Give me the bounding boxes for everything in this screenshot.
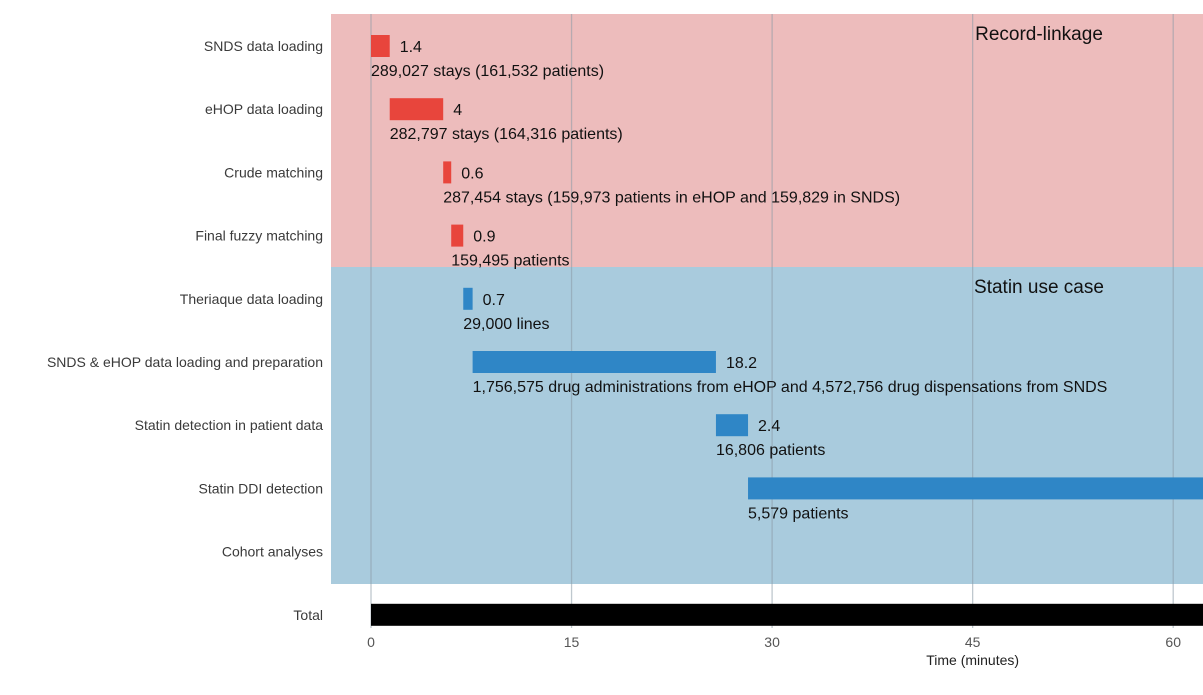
value-label: 0.6 <box>461 165 483 182</box>
annotation-label: 1,756,575 drug administrations from eHOP… <box>473 379 1108 396</box>
category-label: Cohort analyses <box>222 544 323 560</box>
band-label-record-linkage: Record-linkage <box>975 24 1103 45</box>
value-label: 0.9 <box>473 229 495 246</box>
bar <box>443 161 452 184</box>
band-statin-use-case <box>331 267 1203 584</box>
annotation-label: 282,797 stays (164,316 patients) <box>390 126 623 143</box>
x-tick-label: 0 <box>367 634 375 650</box>
annotation-label: 289,027 stays (161,532 patients) <box>371 63 604 80</box>
x-axis-title: Time (minutes) <box>926 652 1019 668</box>
bar <box>451 224 464 247</box>
x-tick-label: 60 <box>1165 634 1181 650</box>
value-label: 0.7 <box>483 292 505 309</box>
band-record-linkage <box>331 14 1203 267</box>
annotation-label: 5,579 patients <box>748 505 849 522</box>
category-label: SNDS & eHOP data loading and preparation <box>47 354 323 370</box>
x-tick-label: 30 <box>764 634 780 650</box>
value-label: 2.4 <box>758 418 780 435</box>
category-label: Statin detection in patient data <box>135 417 324 433</box>
value-label: 1.4 <box>400 39 422 56</box>
annotation-label: 159,495 patients <box>451 253 569 270</box>
bar <box>748 477 1203 500</box>
value-label: 18.2 <box>726 355 757 372</box>
bar <box>371 35 390 57</box>
value-label: 4 <box>453 102 462 119</box>
category-label: Total <box>293 607 323 623</box>
category-label: Theriaque data loading <box>180 291 323 307</box>
band-label-statin-use-case: Statin use case <box>974 277 1104 298</box>
bar <box>389 98 444 121</box>
category-label: SNDS data loading <box>204 38 323 54</box>
category-label: eHOP data loading <box>205 101 323 117</box>
bar <box>371 603 1203 626</box>
category-label: Crude matching <box>224 164 323 180</box>
category-label: Statin DDI detection <box>198 480 323 496</box>
bar <box>472 351 716 373</box>
annotation-label: 29,000 lines <box>463 316 549 333</box>
bar <box>715 414 749 437</box>
annotation-label: 16,806 patients <box>716 442 825 459</box>
x-tick-label: 15 <box>564 634 580 650</box>
x-tick-label: 45 <box>965 634 981 650</box>
category-label: Final fuzzy matching <box>195 228 323 244</box>
bar <box>463 287 473 310</box>
annotation-label: 287,454 stays (159,973 patients in eHOP … <box>443 189 900 206</box>
